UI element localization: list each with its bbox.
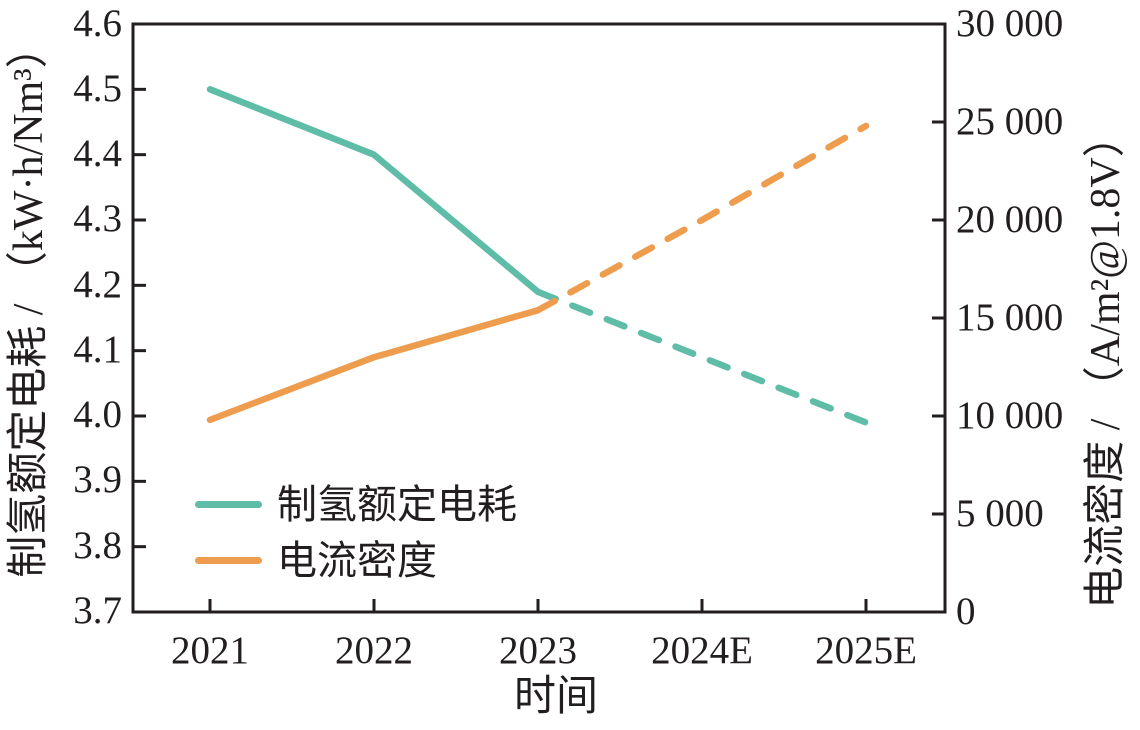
right-axis-tick-label: 30 000 (956, 2, 1064, 45)
right-axis-tick-label: 10 000 (956, 394, 1064, 437)
x-axis-tick-label: 2025E (815, 629, 917, 672)
left-axis-tick-label: 4.5 (73, 67, 122, 110)
legend-swatch-consumption (195, 501, 262, 508)
left-axis-tick-label: 3.8 (73, 524, 122, 567)
left-axis-tick-label: 4.4 (73, 132, 122, 175)
left-axis-tick-label: 3.7 (73, 589, 122, 632)
legend-swatch-current-density (195, 557, 262, 564)
legend: 制氢额定电耗 电流密度 (195, 483, 517, 582)
left-axis-tick-label: 4.1 (73, 328, 122, 371)
left-axis-tick-label: 4.0 (73, 393, 122, 436)
series-line-solid-0 (206, 86, 542, 296)
left-axis-title: 制氢额定电耗 / （kW·h/Nm³） (6, 26, 52, 578)
legend-label-current-density: 电流密度 (277, 538, 437, 583)
left-axis-tick-label: 4.3 (73, 197, 122, 240)
right-axis-tick-label: 20 000 (956, 198, 1064, 241)
x-axis-tick-label: 2022 (335, 629, 413, 672)
x-axis-tick-label: 2021 (171, 629, 249, 672)
series-line-dashed-1 (534, 122, 870, 314)
right-axis-title: 电流密度 / （A/m²@1.8V） (1083, 115, 1129, 609)
x-axis-title: 时间 (513, 674, 598, 720)
legend-label-consumption: 制氢额定电耗 (277, 482, 517, 527)
legend-item-consumption: 制氢额定电耗 (195, 483, 517, 526)
series-line-solid-1 (206, 306, 542, 424)
right-axis-tick-label: 15 000 (956, 296, 1064, 339)
right-axis-tick-label: 0 (956, 590, 976, 633)
x-axis-tick-label: 2023 (499, 629, 577, 672)
left-axis-tick-label: 3.9 (73, 458, 122, 501)
legend-item-current-density: 电流密度 (195, 539, 517, 582)
right-axis-tick-label: 25 000 (956, 100, 1064, 143)
x-axis-tick-label: 2024E (651, 629, 753, 672)
left-axis-tick-label: 4.2 (73, 263, 122, 306)
right-axis-tick-label: 5 000 (956, 492, 1044, 535)
series-line-dashed-0 (534, 288, 870, 426)
left-axis-tick-label: 4.6 (73, 2, 122, 45)
